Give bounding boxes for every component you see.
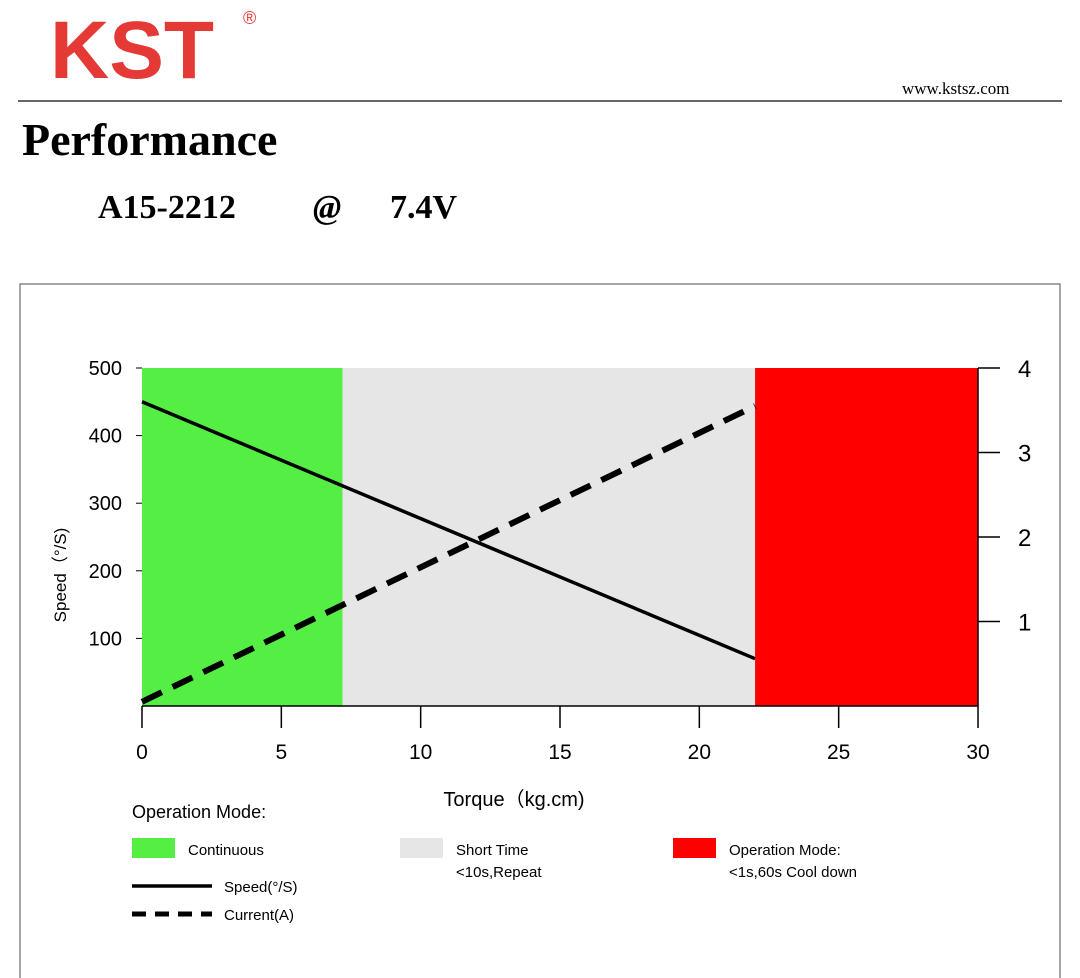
- zone: [755, 368, 978, 706]
- legend-swatch: [673, 838, 716, 858]
- legend-label: Continuous: [188, 842, 264, 859]
- legend-label: Short Time: [456, 842, 529, 859]
- legend-note: <1s,60s Cool down: [729, 864, 857, 881]
- series-line: [140, 403, 757, 705]
- legend-note: <10s,Repeat: [456, 864, 542, 881]
- x-tick-label: 30: [966, 741, 989, 764]
- y2-tick-label: 1: [1018, 610, 1031, 637]
- legend-label: Operation Mode:: [729, 842, 841, 859]
- model: A15-2212: [98, 189, 236, 226]
- x-axis-label: Torque（kg.cm): [443, 788, 584, 811]
- x-tick-label: 5: [275, 741, 287, 764]
- y-tick-label: 400: [89, 426, 122, 448]
- y-axis-label: Speed（°/S): [51, 528, 70, 623]
- zone: [342, 368, 756, 706]
- y2-tick-label: 2: [1018, 525, 1031, 552]
- x-tick-label: 15: [548, 741, 571, 764]
- y-tick-label: 300: [89, 493, 122, 515]
- y2-tick-label: 3: [1018, 441, 1031, 468]
- legend-swatch: [400, 838, 443, 858]
- page-title: Performance: [22, 114, 277, 165]
- y2-tick-label: 4: [1018, 356, 1031, 383]
- y-tick-label: 500: [89, 358, 122, 380]
- x-tick-label: 25: [827, 741, 850, 764]
- y-tick-label: 200: [89, 561, 122, 583]
- y-tick-label: 100: [89, 628, 122, 650]
- registered-mark: ®: [243, 8, 256, 28]
- legend-label: Speed(°/S): [224, 879, 298, 896]
- zone: [142, 368, 343, 706]
- logo: KST: [50, 5, 214, 96]
- legend-label: Current(A): [224, 907, 294, 924]
- legend-swatch: [132, 838, 175, 858]
- voltage: 7.4V: [390, 189, 458, 226]
- x-tick-label: 0: [136, 741, 148, 764]
- at-sign: @: [313, 189, 341, 226]
- x-tick-label: 10: [409, 741, 432, 764]
- series-line: [141, 400, 756, 661]
- legend-title: Operation Mode:: [132, 802, 266, 822]
- chart-frame: [19, 283, 1061, 978]
- website: www.kstsz.com: [902, 79, 1010, 98]
- x-tick-label: 20: [688, 741, 711, 764]
